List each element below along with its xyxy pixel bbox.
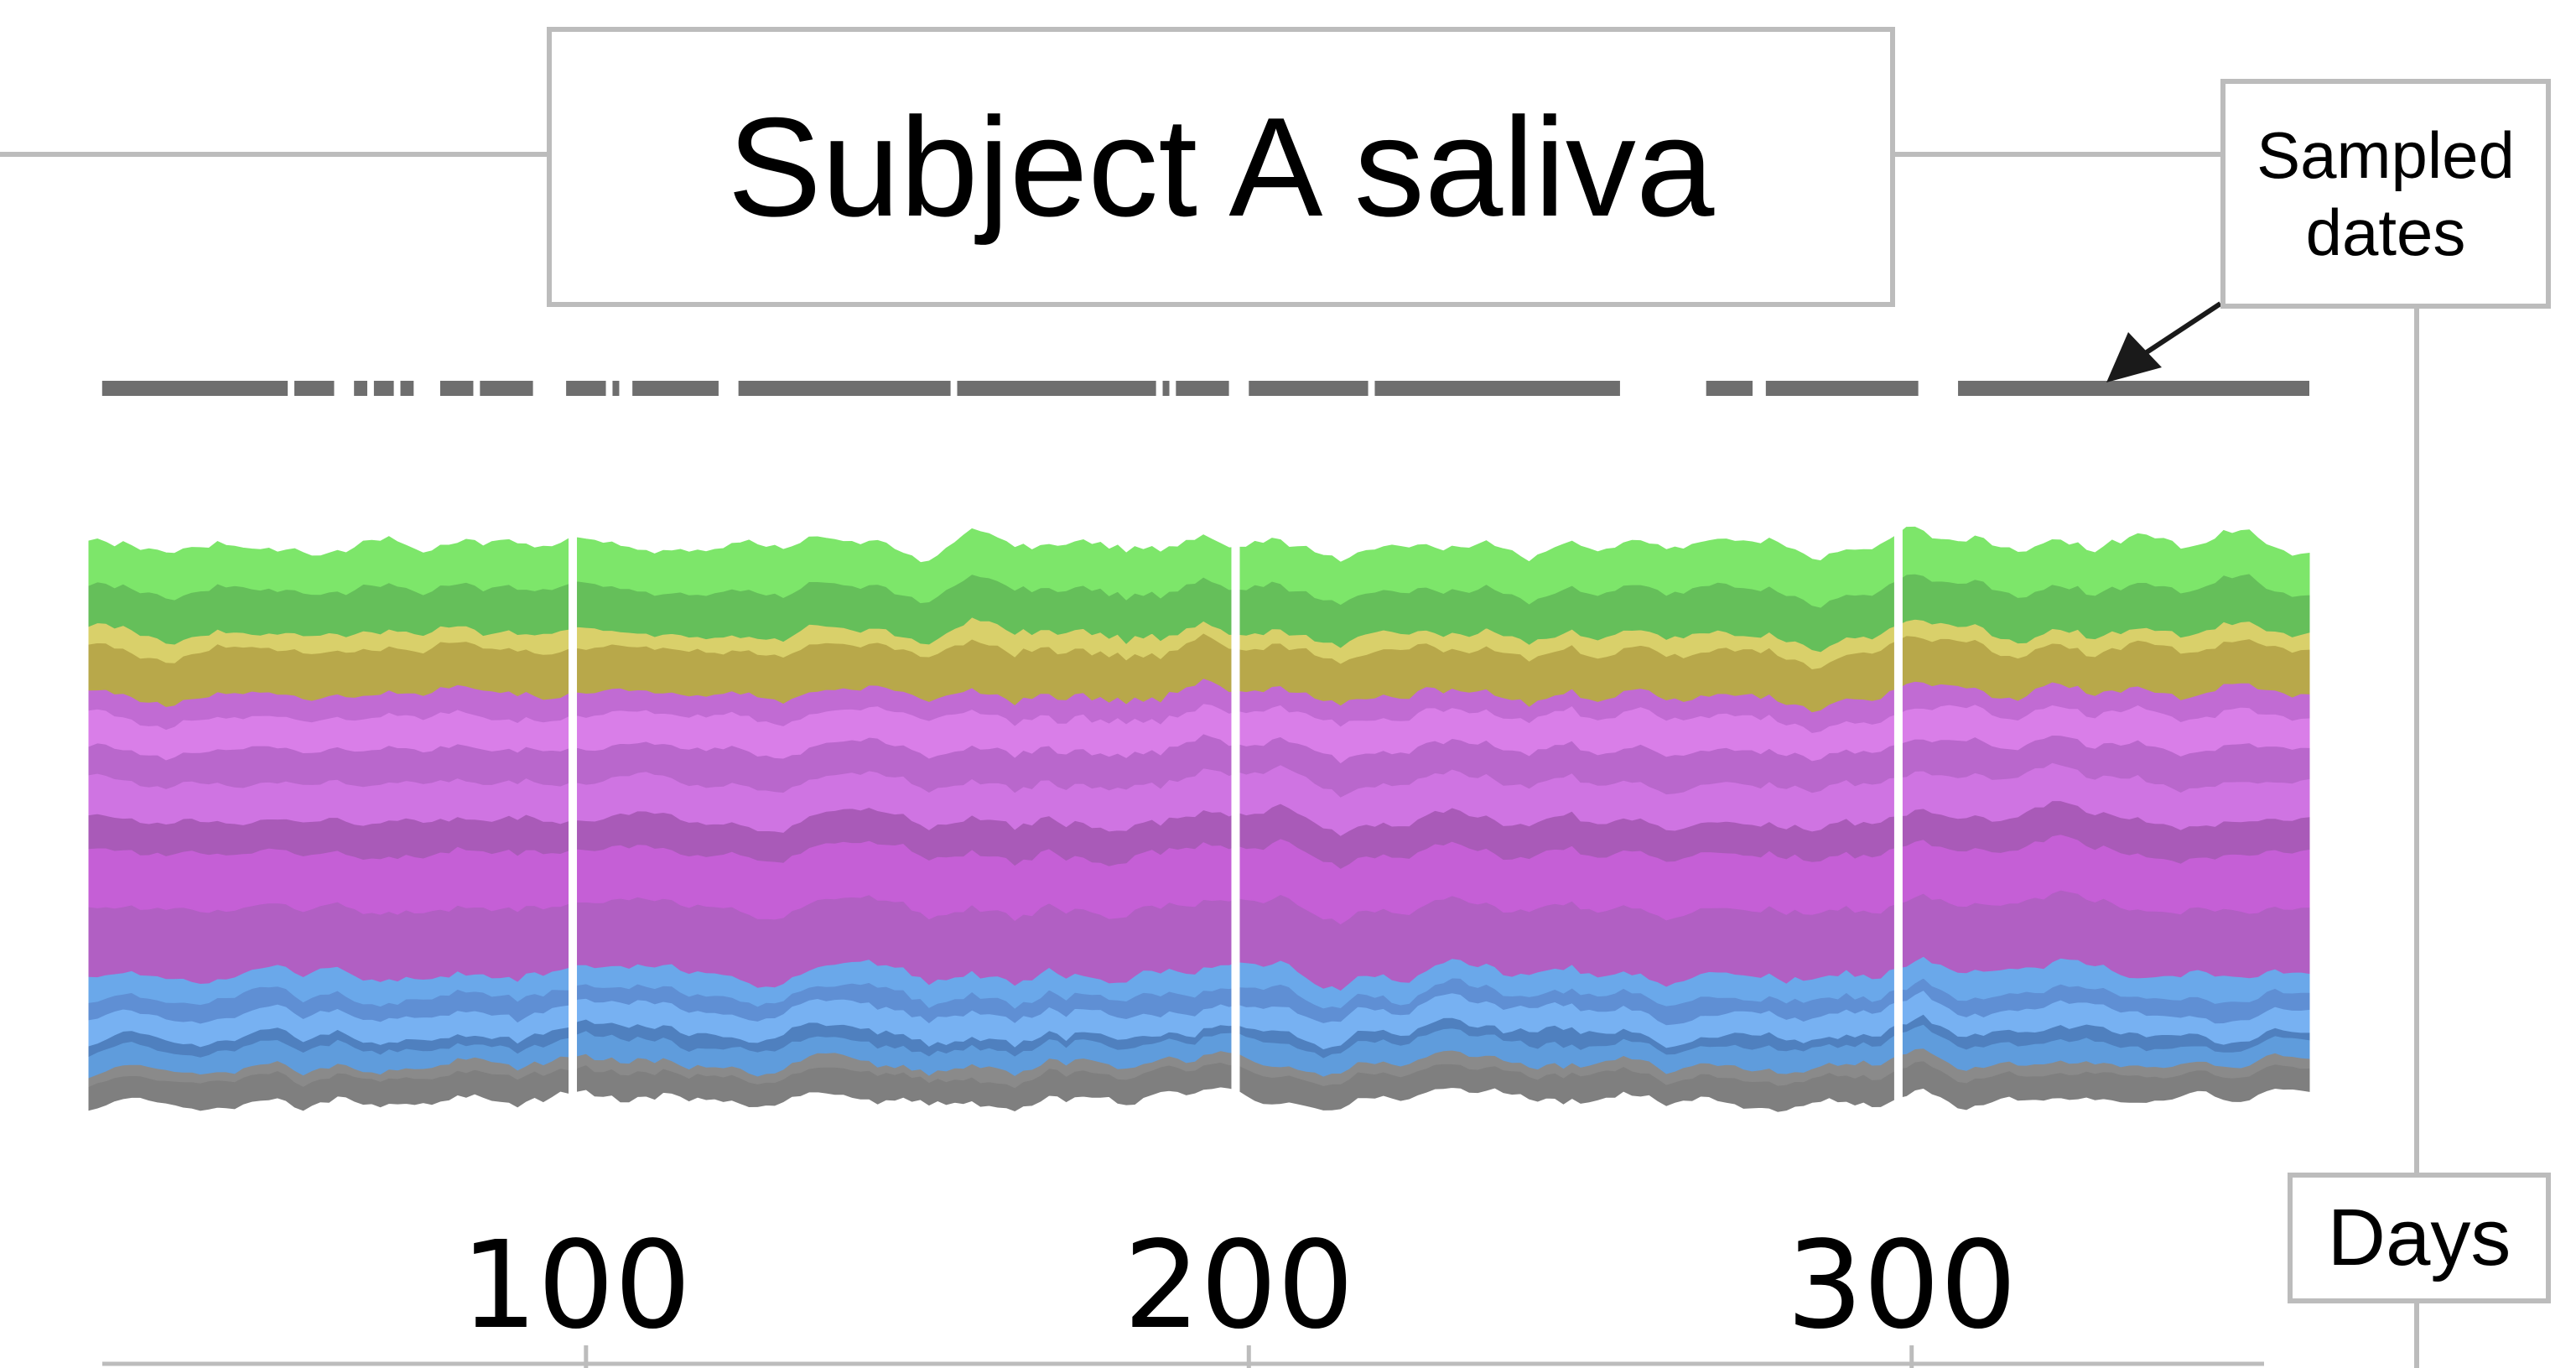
sampled-date-segment — [1765, 381, 1919, 396]
sampled-date-segment — [354, 381, 367, 396]
stacked-areas — [88, 526, 2310, 1112]
area-series — [88, 526, 2310, 608]
sampled-date-segment — [294, 381, 335, 396]
gap-line — [569, 495, 578, 1149]
chart-title: Subject A saliva — [547, 27, 1895, 307]
sampled-date-segment — [1249, 381, 1368, 396]
sample-gaps — [569, 495, 1903, 1149]
x-axis — [102, 1345, 2264, 1368]
sampled-date-segment — [1958, 381, 2309, 396]
sampled-date-segment — [738, 381, 951, 396]
arrow-shaft — [2145, 301, 2222, 355]
x-tick-label: 100 — [460, 1215, 692, 1355]
annotation-arrow — [2106, 301, 2222, 382]
gap-line — [1231, 495, 1240, 1149]
sampled-date-segment — [632, 381, 719, 396]
sampled-date-segment — [957, 381, 1156, 396]
sampled-date-segment — [612, 381, 620, 396]
sampled-date-segment — [101, 381, 288, 396]
x-axis-label: Days — [2288, 1173, 2551, 1303]
gap-line — [1893, 495, 1903, 1149]
sampled-date-segment — [439, 381, 474, 396]
x-tick-label: 200 — [1123, 1215, 1354, 1355]
sampled-date-segment — [1374, 381, 1620, 396]
sampled-date-segment — [1706, 381, 1753, 396]
sampled-date-segment — [566, 381, 606, 396]
sampled-date-segment — [1176, 381, 1229, 396]
sampled-date-segment — [1162, 381, 1170, 396]
sampled-date-segment — [480, 381, 533, 396]
sampled-date-segment — [400, 381, 414, 396]
x-tick-label: 300 — [1786, 1215, 2018, 1355]
sampled-date-segment — [373, 381, 394, 396]
arrow-head — [2106, 332, 2162, 382]
sampled-dates-annotation: Sampled dates — [2220, 79, 2551, 309]
sampled-dates-bar — [101, 381, 2309, 396]
